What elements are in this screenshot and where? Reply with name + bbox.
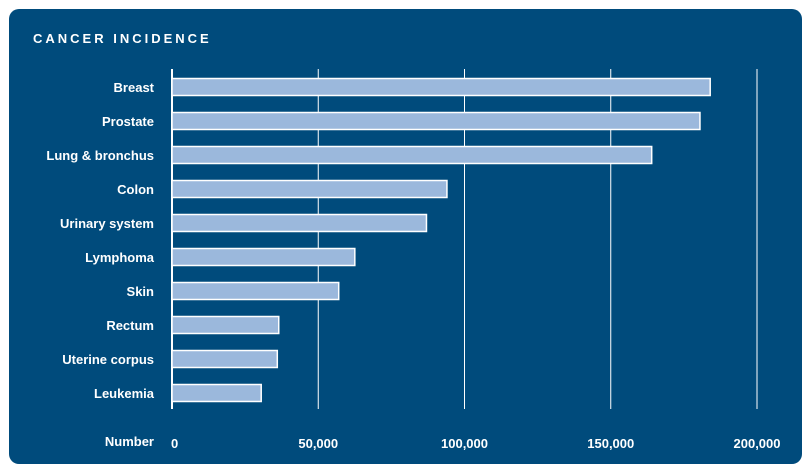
x-tick-label: 0 — [171, 436, 178, 451]
chart-panel: CANCER INCIDENCE 0 50,000 100,000 150,000 20… — [9, 9, 802, 464]
bar — [171, 111, 701, 131]
x-axis-label: Number — [104, 434, 154, 449]
bar-chart: 0 50,000 100,000 150,000 200,000 Breast Prosta… — [46, 69, 781, 451]
category-label: Prostate — [102, 114, 154, 129]
category-label: Breast — [114, 80, 155, 95]
x-tick-label: 100,000 — [441, 436, 488, 451]
bar — [171, 213, 428, 233]
category-label: Urinary system — [60, 216, 154, 231]
bar — [171, 281, 340, 301]
bar — [171, 349, 279, 369]
bar — [171, 383, 262, 403]
category-label: Colon — [117, 182, 154, 197]
bar — [171, 77, 711, 97]
bar — [171, 247, 356, 267]
bar — [171, 179, 448, 199]
chart-title: CANCER INCIDENCE — [33, 31, 212, 46]
x-tick-label: 200,000 — [734, 436, 781, 451]
category-label: Uterine corpus — [62, 352, 154, 367]
bar — [171, 315, 280, 335]
category-label: Rectum — [106, 318, 154, 333]
category-label: Skin — [127, 284, 155, 299]
x-tick-label: 150,000 — [587, 436, 634, 451]
category-label: Lymphoma — [85, 250, 155, 265]
category-label: Lung & bronchus — [46, 148, 154, 163]
bar — [171, 145, 653, 165]
category-label: Leukemia — [94, 386, 155, 401]
x-tick-label: 50,000 — [298, 436, 338, 451]
